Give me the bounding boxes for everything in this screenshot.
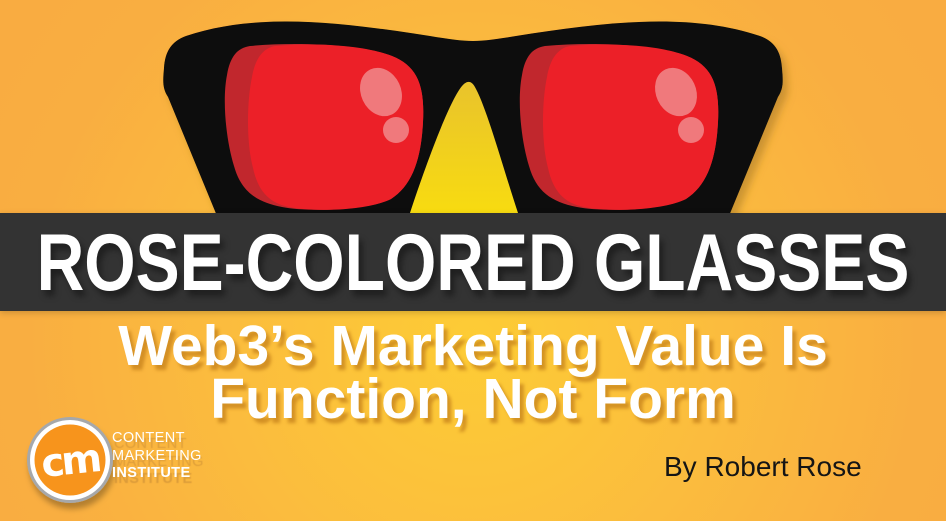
right-lens-highlight-small [678,117,704,143]
right-lens-highlight-large [655,67,697,117]
sunglasses-illustration [163,21,783,216]
cmi-logo-wordmark: CONTENT MARKETING INSTITUTE [112,430,202,483]
nose-gap [409,81,519,216]
title-banner: ROSE-COLORED GLASSES [0,213,946,311]
headline-line-1: Web3’s Marketing Value Is [118,314,828,378]
banner-title: ROSE-COLORED GLASSES [36,216,910,308]
wordmark-line-marketing: MARKETING [112,447,202,464]
right-lens [519,44,719,210]
left-lens-highlight-small [383,117,409,143]
cmi-monogram: cm [39,436,102,487]
left-lens [224,44,424,210]
article-headline: Web3’s Marketing Value Is Function, Not … [0,314,946,431]
wordmark-line-institute: INSTITUTE [112,465,191,481]
left-lens-highlight-large [360,67,402,117]
headline-line-2: Function, Not Form [210,367,736,431]
wordmark-line-content: CONTENT [112,430,185,446]
cmi-logo-mark: cm [27,417,113,503]
logo-orange-disc [34,424,106,496]
byline: By Robert Rose [664,451,862,482]
